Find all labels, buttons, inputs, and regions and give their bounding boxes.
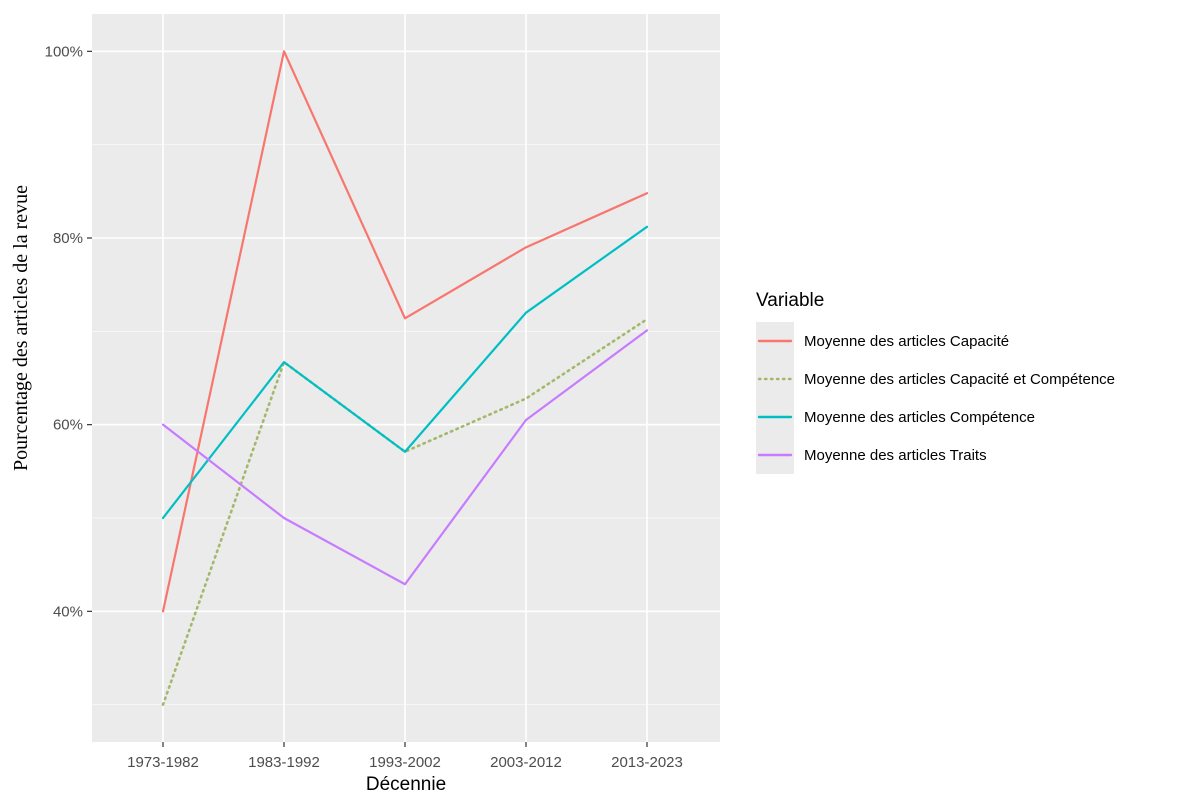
minor-gridlines xyxy=(92,144,720,706)
series-lines xyxy=(161,50,649,706)
plot-panel xyxy=(92,14,720,742)
legend-label-1: Moyenne des articles Capacité xyxy=(804,333,1009,350)
legend-title: Variable xyxy=(756,290,824,311)
x-tick-label: 2003-2012 xyxy=(490,754,562,771)
y-axis-title: Pourcentage des articles de la revue xyxy=(10,185,32,471)
x-tick-label: 1993-2002 xyxy=(369,754,441,771)
series-line-2 xyxy=(161,317,649,706)
legend: Variable Moyenne des articles CapacitéMo… xyxy=(756,290,1115,474)
legend-items: Moyenne des articles Capacité Moyenne des… xyxy=(756,322,1115,474)
y-tick-label: 80% xyxy=(53,230,83,247)
legend-key-background xyxy=(756,322,794,474)
legend-label-3: Moyenne des articles Compétence xyxy=(804,409,1035,426)
y-tick-label: 40% xyxy=(53,603,83,620)
x-tick-label: 1973-1982 xyxy=(127,754,199,771)
legend-label-4: Moyenne des articles Traits xyxy=(804,447,987,464)
series-line-3 xyxy=(161,225,649,520)
y-tick-label: 100% xyxy=(45,43,83,60)
y-axis-ticks: 40% 60% 80% 100% xyxy=(45,43,92,620)
legend-label-2: Moyenne des articles Capacité et Compéte… xyxy=(804,371,1115,388)
x-tick-label: 2013-2023 xyxy=(611,754,683,771)
series-line-4 xyxy=(161,329,649,586)
x-axis-ticks: 1973-1982 1983-1992 1993-2002 2003-2012 2013… xyxy=(127,742,683,771)
x-axis-title: Décennie xyxy=(366,774,446,795)
y-tick-label: 60% xyxy=(53,417,83,434)
series-line-1 xyxy=(161,50,649,613)
x-tick-label: 1983-1992 xyxy=(248,754,320,771)
major-gridlines xyxy=(92,14,720,742)
